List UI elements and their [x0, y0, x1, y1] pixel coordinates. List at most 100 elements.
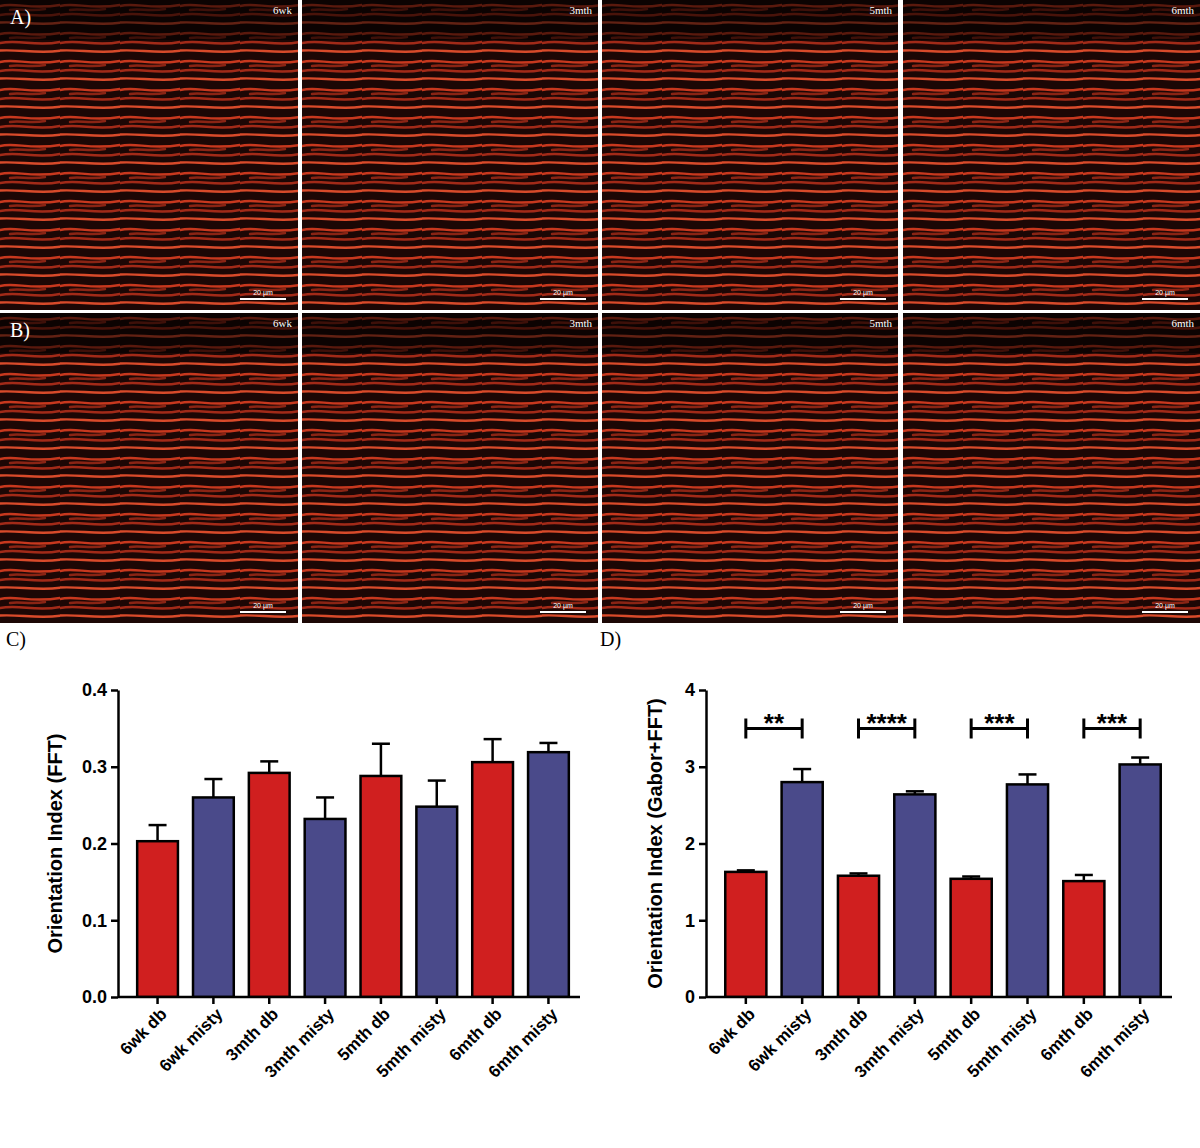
error-cap	[204, 778, 222, 781]
tick: 5mth misty	[373, 997, 450, 1081]
tick: 6wk misty	[744, 997, 815, 1075]
tick: 3	[685, 757, 706, 777]
error-stem	[1026, 774, 1029, 784]
micrograph-shade	[0, 313, 298, 353]
error-stem	[324, 797, 327, 818]
figure: 6wk20 µm3mth20 µm5mth20 µm6mth20 µmA)6wk…	[0, 0, 1200, 1148]
tick: 4	[685, 680, 706, 700]
scale-bar	[240, 298, 286, 300]
micrograph: 3mth20 µm	[302, 313, 598, 623]
tick-mark	[380, 997, 383, 1004]
time-label: 5mth	[869, 317, 892, 329]
tick-mark	[1026, 997, 1029, 1004]
y-axis-label: Orientation Index (Gabor+FFT)	[644, 698, 666, 989]
error-stem	[156, 825, 159, 841]
error-bar	[260, 761, 278, 773]
tick: 0.1	[82, 911, 118, 931]
tick-label: 5mth misty	[964, 1004, 1041, 1081]
tick-label: 6wk db	[705, 1005, 759, 1059]
micrograph-shade	[0, 0, 298, 40]
bar	[137, 841, 178, 997]
error-bar	[906, 791, 924, 794]
scale-bar	[840, 611, 886, 613]
micrograph-image	[0, 313, 298, 623]
tick: 5mth db	[334, 997, 394, 1065]
axis-line	[118, 996, 580, 999]
tick: 6mth db	[1037, 997, 1097, 1065]
tick: 6wk db	[116, 997, 170, 1059]
significance-label: **	[764, 708, 785, 738]
error-bar	[428, 781, 446, 807]
y-axis: 0 1 2 3 4	[685, 680, 707, 1007]
tick-label: 4	[685, 680, 695, 700]
significance: ***	[1084, 708, 1140, 738]
tick-label: 6wk misty	[744, 1004, 815, 1075]
tick-label: 5mth misty	[373, 1004, 450, 1081]
time-label: 6mth	[1171, 4, 1194, 16]
scale-bar-label: 20 µm	[253, 289, 273, 297]
error-stem	[212, 779, 215, 797]
scale-bar-label: 20 µm	[853, 289, 873, 297]
time-label: 3mth	[569, 4, 592, 16]
scale-bar-label: 20 µm	[853, 602, 873, 610]
error-cap	[316, 796, 334, 799]
time-label: 6wk	[273, 317, 292, 329]
time-label: 6wk	[273, 4, 292, 16]
micrograph: 6wk 20 µm	[0, 0, 298, 310]
tick: 6wk misty	[156, 997, 227, 1075]
error-cap	[962, 875, 980, 878]
bar	[305, 819, 346, 997]
error-stem	[436, 781, 439, 807]
time-label: 6mth	[1171, 317, 1194, 329]
tick-label: 6mth misty	[1076, 1004, 1153, 1081]
error-cap	[484, 738, 502, 741]
tick: 6mth db	[445, 997, 505, 1065]
scale-bar-label: 20 µm	[1155, 289, 1175, 297]
tick-label: 3mth misty	[851, 1004, 928, 1081]
micrograph-shade	[903, 313, 1200, 353]
tick-mark	[111, 689, 118, 692]
bar	[951, 879, 992, 997]
tick-mark	[156, 997, 159, 1004]
tick: 5mth misty	[964, 997, 1041, 1081]
panel-label: B)	[10, 319, 30, 342]
scale-bar	[840, 298, 886, 300]
tick-label: 2	[685, 834, 695, 854]
tick: 0	[685, 987, 706, 1007]
bar	[725, 872, 766, 997]
error-bar	[1075, 875, 1093, 881]
chart: D)012346wk db6wk misty3mth db3mth misty5…	[600, 628, 1172, 1081]
tick: 6wk db	[705, 997, 759, 1059]
error-cap	[372, 742, 390, 745]
panel-label: D)	[600, 628, 621, 651]
tick-mark	[699, 766, 706, 769]
error-bar	[372, 744, 390, 776]
tick: 5mth db	[924, 997, 984, 1065]
micrograph: 5mth20 µm	[602, 0, 898, 310]
tick-mark	[212, 997, 215, 1004]
tick-mark	[547, 997, 550, 1004]
tick-label: 6mth misty	[485, 1004, 562, 1081]
y-axis-label: Orientation Index (FFT)	[44, 734, 66, 954]
error-stem	[491, 739, 494, 762]
bar	[361, 776, 402, 997]
tick-label: 1	[685, 911, 695, 931]
error-bar	[204, 779, 222, 797]
tick: 3mth db	[222, 997, 282, 1065]
bar	[894, 794, 935, 997]
tick-label: 0.1	[82, 911, 107, 931]
error-bar	[484, 739, 502, 762]
scale-bar	[540, 611, 586, 613]
micrograph-image	[903, 313, 1200, 623]
tick-mark	[111, 843, 118, 846]
micrograph-image	[302, 313, 598, 623]
tick-label: 6wk db	[116, 1005, 170, 1059]
scale-bar-label: 20 µm	[553, 289, 573, 297]
image-row: 6wk20 µm3mth20 µm5mth20 µm6mth20 µmA)	[0, 0, 1200, 310]
significance: ***	[971, 708, 1027, 738]
bar	[782, 782, 823, 997]
tick: 0.4	[82, 680, 118, 700]
tick-mark	[111, 996, 118, 999]
bar	[838, 876, 879, 997]
significance-label: ***	[984, 708, 1015, 738]
